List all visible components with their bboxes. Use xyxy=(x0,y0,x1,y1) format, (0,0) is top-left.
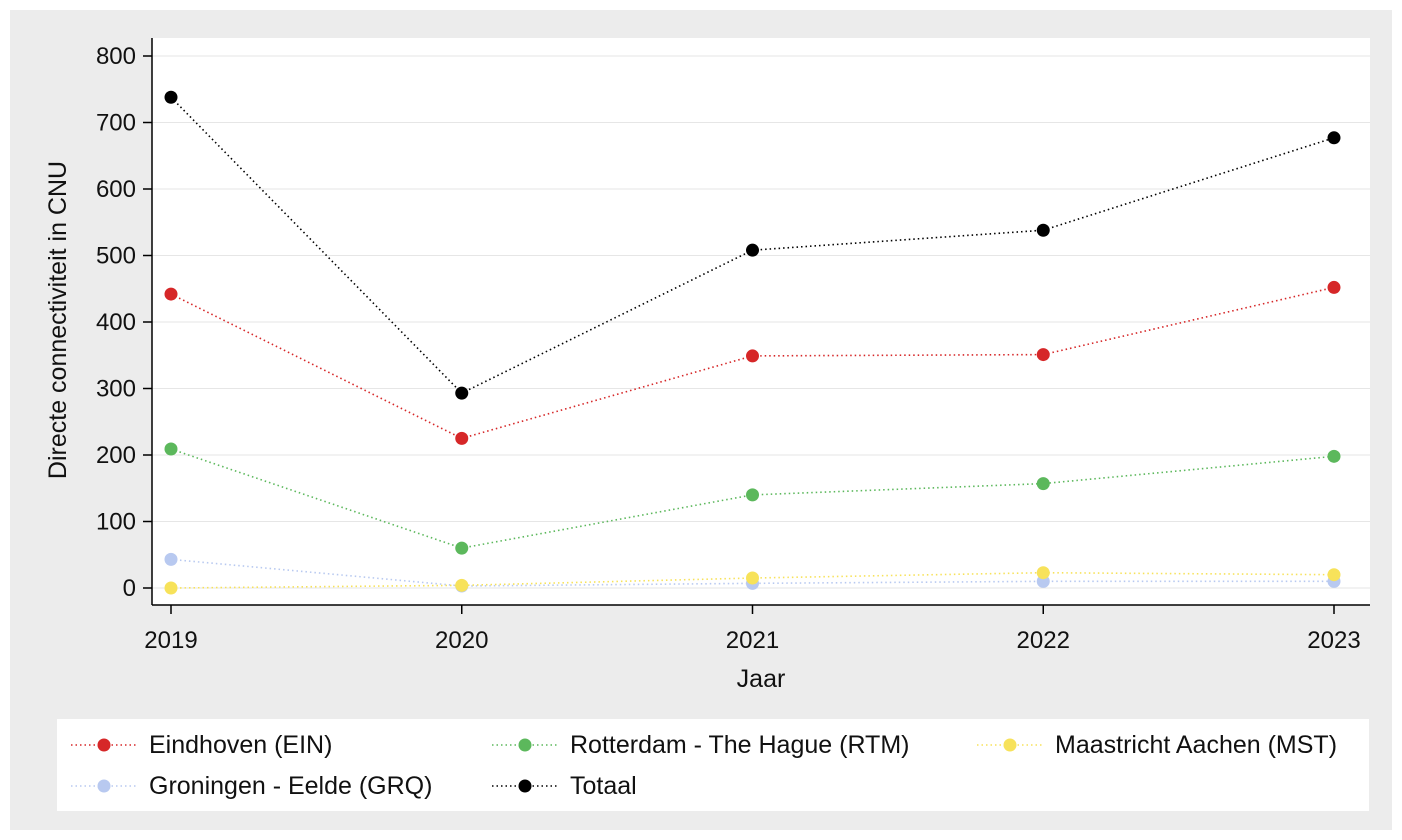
data-point xyxy=(1327,568,1341,582)
legend-swatch-marker xyxy=(518,738,532,752)
legend-swatch-mst xyxy=(977,738,1043,752)
x-tick-label: 2021 xyxy=(726,627,779,654)
legend-label-grq: Groningen - Eelde (GRQ) xyxy=(149,771,433,800)
legend-item-totaal: Totaal xyxy=(490,769,637,803)
series xyxy=(164,90,1341,595)
data-point xyxy=(746,571,759,585)
y-tick-label: 700 xyxy=(96,110,136,137)
series-1 xyxy=(164,442,1341,555)
data-point xyxy=(164,552,178,566)
legend-swatch-totaal xyxy=(492,779,558,793)
legend-label-ein: Eindhoven (EIN) xyxy=(149,730,333,759)
y-tick-label: 600 xyxy=(96,176,136,203)
data-point xyxy=(1327,131,1341,145)
x-axis-title: Jaar xyxy=(737,665,786,693)
legend: Eindhoven (EIN) Rotterdam - The Hague (R… xyxy=(57,719,1369,811)
legend-item-rtm: Rotterdam - The Hague (RTM) xyxy=(490,728,909,762)
series-line xyxy=(170,558,1334,587)
data-point xyxy=(1036,477,1050,491)
data-point xyxy=(746,488,759,502)
data-point xyxy=(1327,449,1341,463)
data-point xyxy=(1327,280,1341,294)
y-tick-label: 100 xyxy=(96,509,136,536)
data-point xyxy=(455,541,469,555)
x-ticks: 2019 2020 2021 2022 2023 xyxy=(144,605,1361,654)
legend-item-grq: Groningen - Eelde (GRQ) xyxy=(69,769,432,803)
y-tick-label: 300 xyxy=(96,376,136,403)
legend-swatch-rtm xyxy=(492,738,558,752)
data-point xyxy=(164,442,178,456)
chart-frame: 0 100 200 300 400 500 600 700 800 2019 2020 2021 20… xyxy=(10,10,1392,830)
series-0 xyxy=(164,280,1341,445)
y-tick-label: 800 xyxy=(96,43,136,70)
legend-swatch-marker xyxy=(97,779,111,793)
data-point xyxy=(1036,223,1050,237)
data-point xyxy=(455,431,469,445)
data-point xyxy=(1036,566,1050,580)
legend-swatch-marker xyxy=(518,779,532,793)
y-tick-label: 0 xyxy=(123,575,136,602)
gridlines xyxy=(152,55,1370,589)
data-point xyxy=(455,386,469,400)
data-point xyxy=(746,243,759,257)
series-4 xyxy=(164,90,1341,400)
y-ticks: 0 100 200 300 400 500 600 700 800 xyxy=(96,43,152,602)
data-point xyxy=(1036,348,1050,362)
y-axis-title: Directe connectiviteit in CNU xyxy=(44,161,72,479)
series-line xyxy=(170,448,1335,549)
y-tick-label: 400 xyxy=(96,309,136,336)
legend-swatch-ein xyxy=(71,738,137,752)
y-tick-label: 500 xyxy=(96,243,136,270)
legend-label-rtm: Rotterdam - The Hague (RTM) xyxy=(570,730,910,759)
data-point xyxy=(455,578,469,592)
x-tick-label: 2020 xyxy=(435,627,488,654)
x-tick-label: 2022 xyxy=(1017,627,1070,654)
data-point xyxy=(164,581,178,595)
legend-swatch-marker xyxy=(97,738,111,752)
x-tick-label: 2023 xyxy=(1307,627,1360,654)
legend-item-ein: Eindhoven (EIN) xyxy=(69,728,332,762)
data-point xyxy=(746,349,759,363)
y-tick-label: 200 xyxy=(96,442,136,469)
data-point xyxy=(164,90,178,104)
legend-swatch-grq xyxy=(71,779,137,793)
x-tick-label: 2019 xyxy=(144,627,197,654)
data-point xyxy=(164,287,178,301)
legend-label-totaal: Totaal xyxy=(570,771,637,800)
series-2 xyxy=(164,566,1341,595)
legend-item-mst: Maastricht Aachen (MST) xyxy=(975,728,1337,762)
legend-swatch-marker xyxy=(1003,738,1017,752)
legend-label-mst: Maastricht Aachen (MST) xyxy=(1055,730,1338,759)
